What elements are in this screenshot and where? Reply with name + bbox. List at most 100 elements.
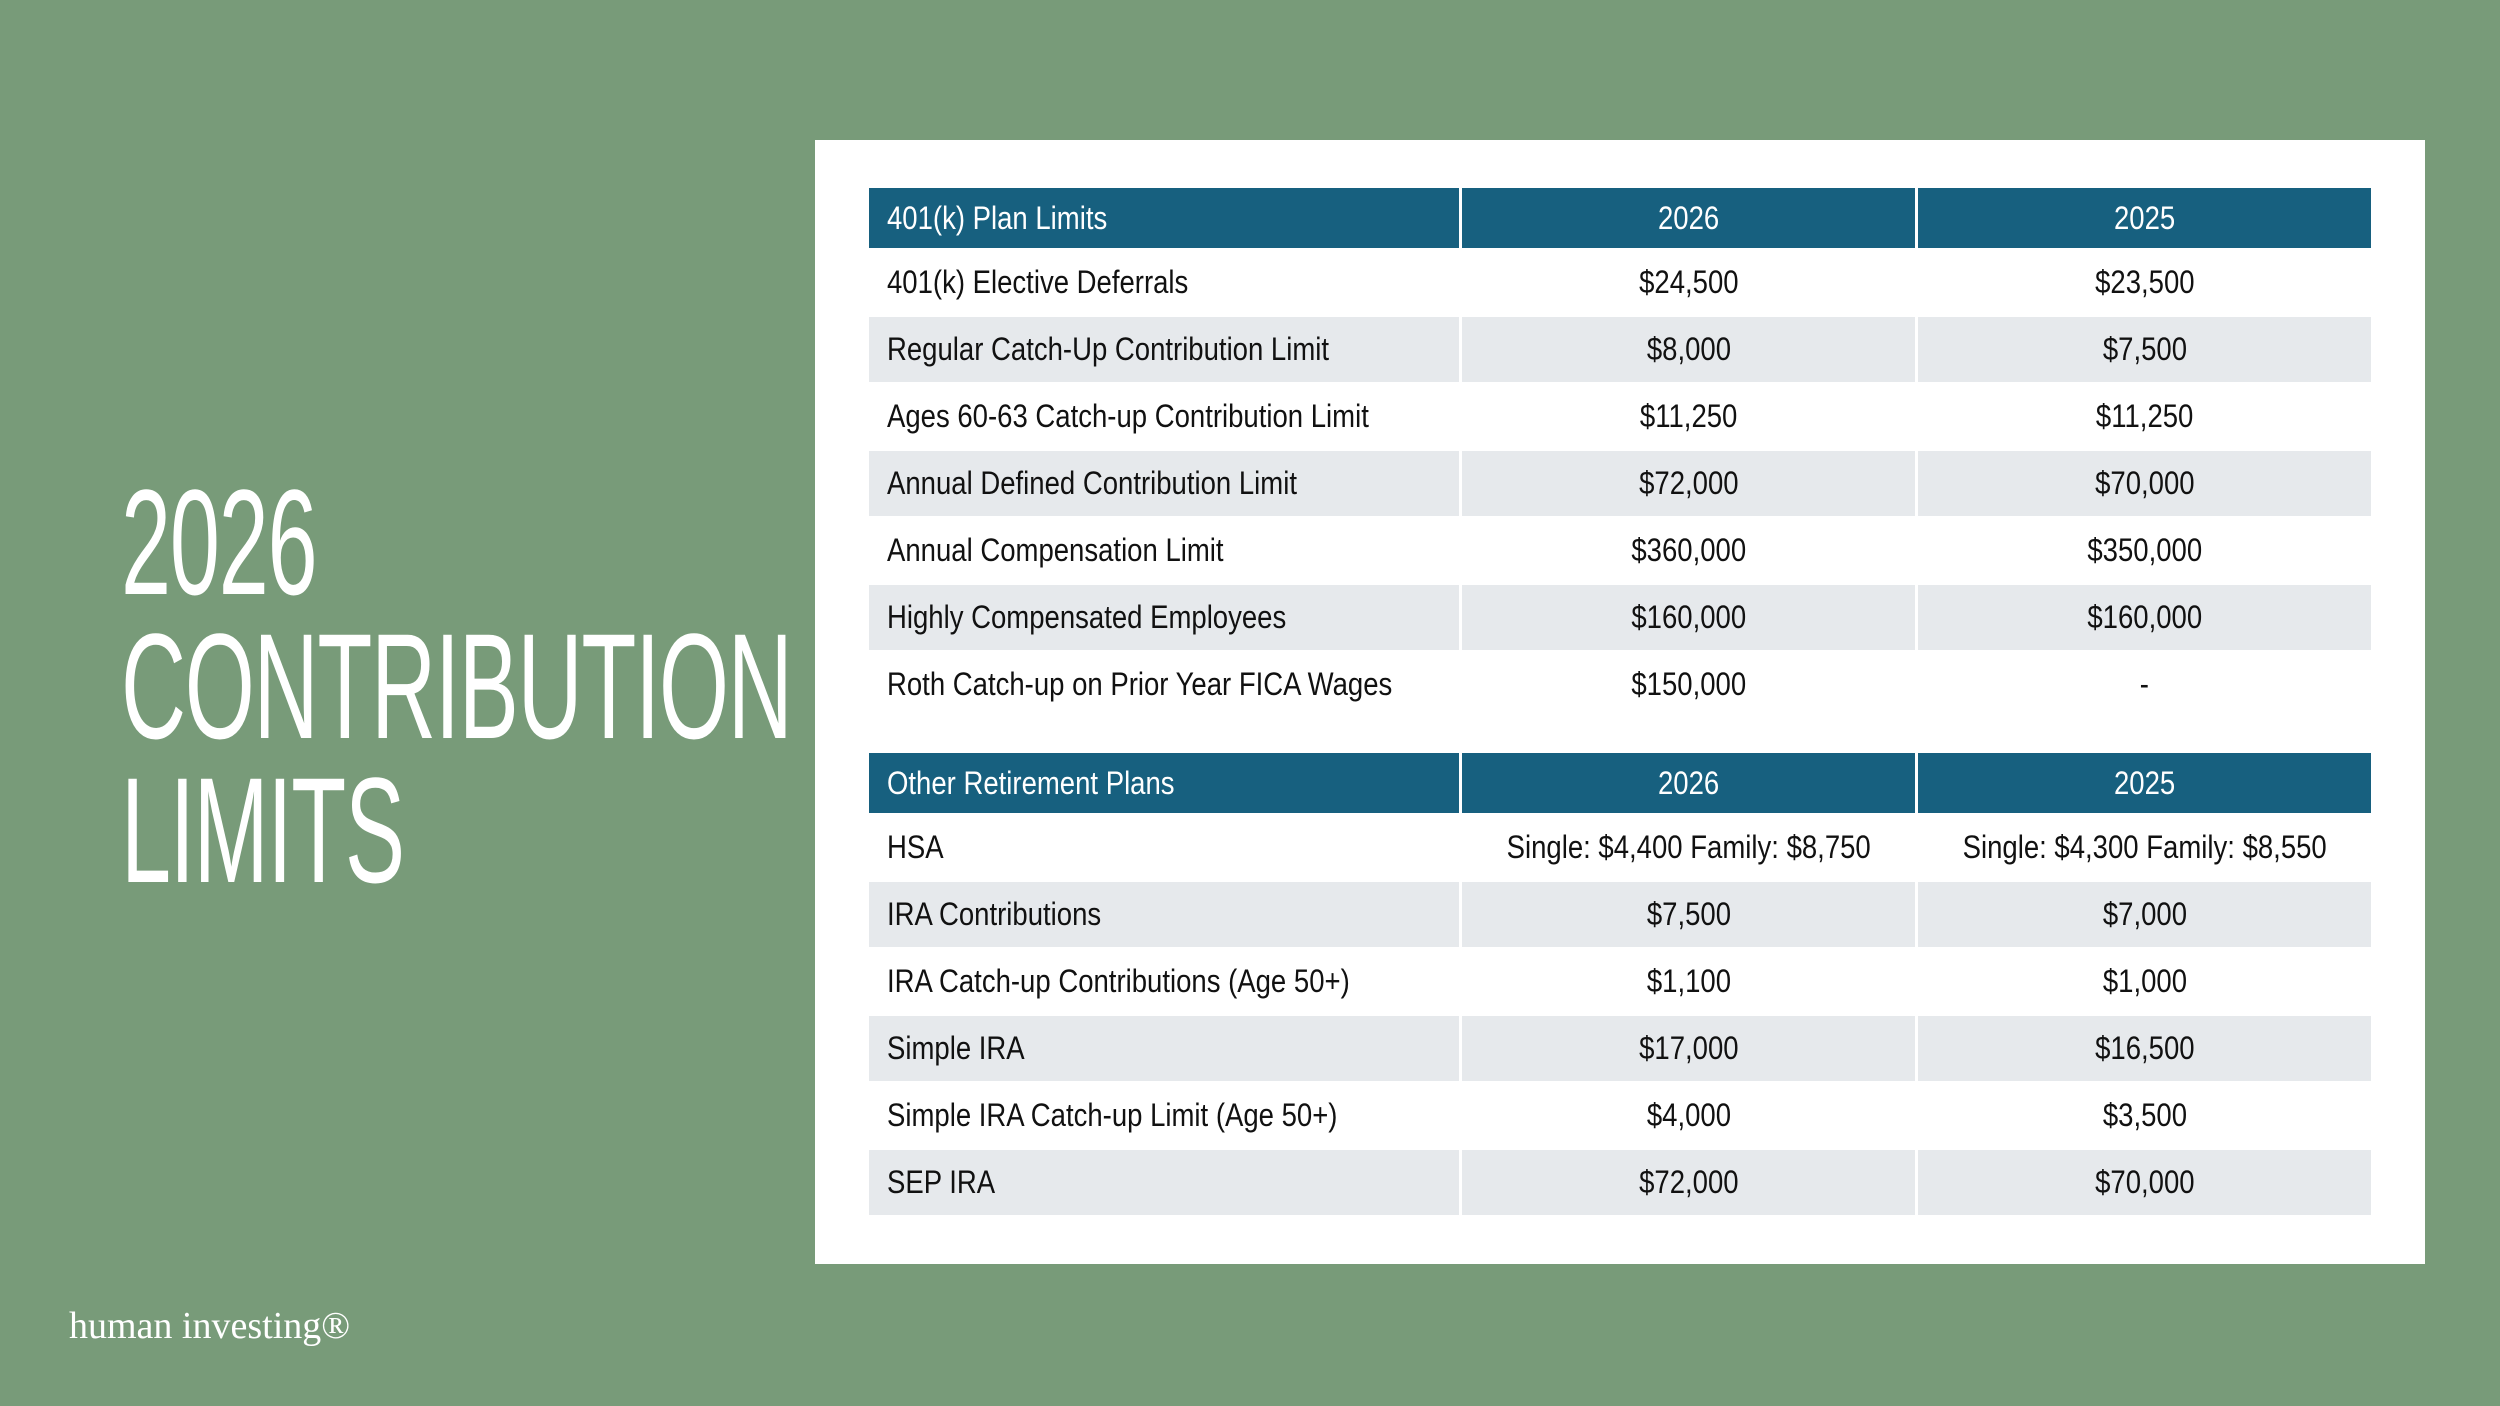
cell-text: $72,000 [1638, 465, 1739, 501]
cell-text: Highly Compensated Employees [887, 599, 1287, 635]
table-row: Simple IRA Catch-up Limit (Age 50+) $4,00… [869, 1083, 2371, 1150]
header-cell: Other Retirement Plans [869, 753, 1459, 815]
cell-text: Single: $4,400 Family: $8,750 [1506, 829, 1871, 865]
cell-text: $8,000 [1646, 331, 1731, 367]
table-cell: $8,000 [1462, 317, 1915, 384]
cell-text: IRA Contributions [887, 896, 1102, 932]
cell-text: $150,000 [1631, 666, 1746, 702]
table-cell: Annual Defined Contribution Limit [869, 451, 1459, 518]
table-cell: $16,500 [1918, 1016, 2371, 1083]
table-cell: $11,250 [1462, 384, 1915, 451]
header-cell: 401(k) Plan Limits [869, 188, 1459, 250]
cell-text: Other Retirement Plans [887, 764, 1175, 801]
cell-text: Annual Defined Contribution Limit [887, 465, 1297, 501]
header-cell: 2025 [1918, 188, 2371, 250]
cell-text: $3,500 [2102, 1097, 2187, 1133]
table-row: SEP IRA $72,000 $70,000 [869, 1150, 2371, 1217]
table-cell: $1,100 [1462, 949, 1915, 1016]
table-cell: $23,500 [1918, 250, 2371, 317]
table-cell: $7,500 [1462, 882, 1915, 949]
cell-text: Simple IRA [887, 1030, 1025, 1066]
table-cell: IRA Catch-up Contributions (Age 50+) [869, 949, 1459, 1016]
title-line: CONTRIBUTION [121, 602, 793, 770]
title-line: 2026 [121, 458, 318, 626]
table-row: HSA Single: $4,400 Family: $8,750 Single: … [869, 815, 2371, 882]
cell-text: 2026 [1657, 764, 1720, 801]
table-cell: Single: $4,400 Family: $8,750 [1462, 815, 1915, 882]
table: Other Retirement Plans 2026 2025 HSA Single:… [869, 753, 2371, 1217]
cell-text: $17,000 [1638, 1030, 1739, 1066]
table-row: IRA Contributions $7,500 $7,000 [869, 882, 2371, 949]
table-cell: HSA [869, 815, 1459, 882]
title-line: LIMITS [121, 746, 405, 914]
header-row: 401(k) Plan Limits 2026 2025 [869, 188, 2371, 250]
title: 2026 CONTRIBUTION LIMITS [121, 458, 1239, 914]
table-cell: 401(k) Elective Deferrals [869, 250, 1459, 317]
table-cell: $72,000 [1462, 1150, 1915, 1217]
table-cell: Simple IRA Catch-up Limit (Age 50+) [869, 1083, 1459, 1150]
cell-text: Simple IRA Catch-up Limit (Age 50+) [887, 1097, 1338, 1133]
table-cell: $160,000 [1918, 585, 2371, 652]
table-cell: $3,500 [1918, 1083, 2371, 1150]
table-cell: $350,000 [1918, 518, 2371, 585]
table-row: Highly Compensated Employees $160,000 $160… [869, 585, 2371, 652]
cell-text: $23,500 [2094, 264, 2195, 300]
table-cell: $70,000 [1918, 1150, 2371, 1217]
table-card: 401(k) Plan Limits 2026 2025 401(k) Electiv… [815, 140, 2425, 1264]
cell-text: $7,500 [1646, 896, 1731, 932]
table-cell: $70,000 [1918, 451, 2371, 518]
table-row: Roth Catch-up on Prior Year FICA Wages $1… [869, 652, 2371, 719]
cell-text: 2025 [2113, 199, 2176, 236]
cell-text: $24,500 [1638, 264, 1739, 300]
table-cell: Roth Catch-up on Prior Year FICA Wages [869, 652, 1459, 719]
table-cell: $360,000 [1462, 518, 1915, 585]
table-cell: $72,000 [1462, 451, 1915, 518]
table-cell: SEP IRA [869, 1150, 1459, 1217]
table-row: Ages 60-63 Catch-up Contribution Limit $1… [869, 384, 2371, 451]
table: 401(k) Plan Limits 2026 2025 401(k) Electiv… [869, 188, 2371, 719]
table-cell: IRA Contributions [869, 882, 1459, 949]
cell-text: $70,000 [2094, 465, 2195, 501]
cell-text: $160,000 [2087, 599, 2202, 635]
table-cell: $24,500 [1462, 250, 1915, 317]
header-row: Other Retirement Plans 2026 2025 [869, 753, 2371, 815]
cell-text: 2025 [2113, 764, 2176, 801]
cell-text: $350,000 [2087, 532, 2202, 568]
cell-text: Regular Catch-Up Contribution Limit [887, 331, 1330, 367]
table-row: 401(k) Elective Deferrals $24,500 $23,500 [869, 250, 2371, 317]
cell-text: $360,000 [1631, 532, 1746, 568]
cell-text: $70,000 [2094, 1164, 2195, 1200]
cell-text: IRA Catch-up Contributions (Age 50+) [887, 963, 1350, 999]
cell-text: Ages 60-63 Catch-up Contribution Limit [887, 398, 1369, 434]
cell-text: Annual Compensation Limit [887, 532, 1224, 568]
table-row: Annual Defined Contribution Limit $72,000… [869, 451, 2371, 518]
cell-text: - [2139, 666, 2150, 702]
header-cell: 2025 [1918, 753, 2371, 815]
table-row: Annual Compensation Limit $360,000 $350,00… [869, 518, 2371, 585]
cell-text: HSA [887, 829, 944, 865]
table-cell: $7,000 [1918, 882, 2371, 949]
table-cell: $7,500 [1918, 317, 2371, 384]
cell-text: $16,500 [2094, 1030, 2195, 1066]
cell-text: $7,000 [2102, 896, 2187, 932]
table-cell: $11,250 [1918, 384, 2371, 451]
table-cell: $160,000 [1462, 585, 1915, 652]
cell-text: $72,000 [1638, 1164, 1739, 1200]
cell-text: $11,250 [2095, 398, 2194, 434]
table-cell: $4,000 [1462, 1083, 1915, 1150]
cell-text: Roth Catch-up on Prior Year FICA Wages [887, 666, 1393, 702]
header-cell: 2026 [1462, 753, 1915, 815]
table-cell: Ages 60-63 Catch-up Contribution Limit [869, 384, 1459, 451]
table-cell: $150,000 [1462, 652, 1915, 719]
table-cell: Annual Compensation Limit [869, 518, 1459, 585]
table-cell: Regular Catch-Up Contribution Limit [869, 317, 1459, 384]
table-cell: $17,000 [1462, 1016, 1915, 1083]
table-cell: - [1918, 652, 2371, 719]
table-cell: Highly Compensated Employees [869, 585, 1459, 652]
cell-text: Single: $4,300 Family: $8,550 [1962, 829, 2327, 865]
table-row: IRA Catch-up Contributions (Age 50+) $1,1… [869, 949, 2371, 1016]
table-cell: Single: $4,300 Family: $8,550 [1918, 815, 2371, 882]
cell-text: $7,500 [2102, 331, 2187, 367]
header-cell: 2026 [1462, 188, 1915, 250]
